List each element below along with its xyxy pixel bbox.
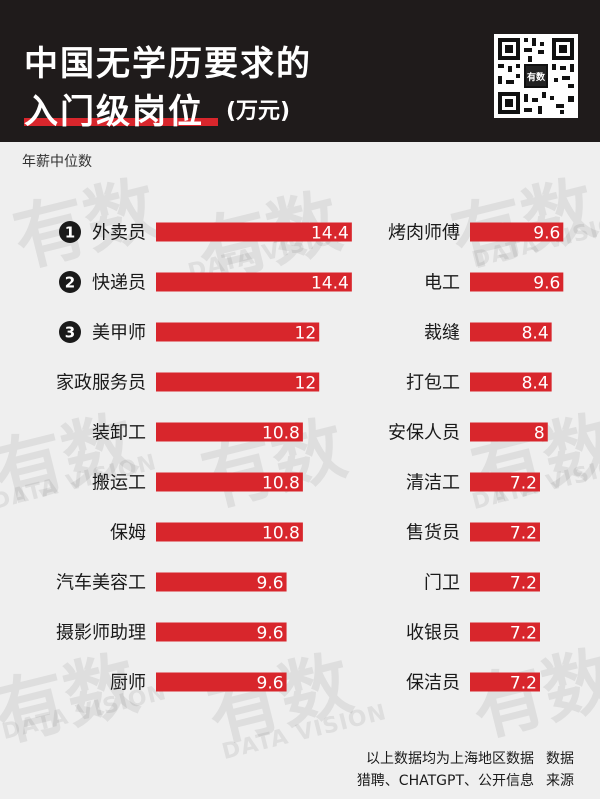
bar xyxy=(156,522,303,542)
value-label: 9.6 xyxy=(533,224,560,244)
value-label: 9.6 xyxy=(257,624,284,644)
bar xyxy=(470,522,540,542)
value-label: 10.8 xyxy=(262,524,300,544)
category-label: 清洁工 xyxy=(406,473,460,494)
category-label: 保姆 xyxy=(110,523,146,544)
category-label: 烤肉师傅 xyxy=(388,223,460,244)
title-underline xyxy=(24,118,218,126)
bar xyxy=(470,422,548,442)
category-label: 保洁员 xyxy=(406,673,460,694)
title-unit: (万元) xyxy=(226,99,291,124)
value-label: 9.6 xyxy=(257,674,284,694)
rank-badge-number: 2 xyxy=(65,274,75,292)
bar xyxy=(470,372,552,392)
bar xyxy=(470,472,540,492)
category-label: 摄影师助理 xyxy=(56,623,146,644)
value-label: 14.4 xyxy=(311,224,349,244)
category-label: 门卫 xyxy=(424,573,460,594)
category-label: 厨师 xyxy=(110,673,146,694)
footer-note: 以上数据均为上海地区数据 猎聘、CHATGPT、公开信息 xyxy=(357,748,534,792)
value-label: 9.6 xyxy=(533,274,560,294)
value-label: 10.8 xyxy=(262,474,300,494)
source-label-line-1: 数据 xyxy=(546,751,574,767)
category-label: 安保人员 xyxy=(388,423,460,444)
bar xyxy=(470,272,564,292)
title-line-2: 入门级岗位 xyxy=(24,92,204,132)
bar xyxy=(156,222,352,242)
bar xyxy=(470,622,540,642)
value-label: 7.2 xyxy=(510,474,537,494)
value-label: 8 xyxy=(534,424,545,444)
qr-code-icon: 有数 xyxy=(494,34,578,118)
value-label: 12 xyxy=(295,374,317,394)
category-label: 家政服务员 xyxy=(56,373,146,394)
source-label: 数据 来源 xyxy=(546,748,586,792)
footer-note-line-2: 猎聘、CHATGPT、公开信息 xyxy=(356,773,534,789)
bar xyxy=(470,672,540,692)
bar xyxy=(156,622,287,642)
category-label: 汽车美容工 xyxy=(56,573,146,594)
bar xyxy=(156,472,303,492)
bar xyxy=(156,272,352,292)
bar xyxy=(156,672,287,692)
rank-badge-number: 3 xyxy=(65,324,75,342)
rank-badge xyxy=(59,321,81,343)
category-label: 快递员 xyxy=(92,273,146,294)
category-label: 收银员 xyxy=(406,623,460,644)
value-label: 7.2 xyxy=(510,524,537,544)
bar xyxy=(156,322,320,342)
chart-subtitle: 年薪中位数 xyxy=(22,154,92,170)
source-label-line-2: 来源 xyxy=(546,773,574,789)
bar xyxy=(156,572,287,592)
qr-logo-text: 有数 xyxy=(527,71,546,83)
title-line-1: 中国无学历要求的 xyxy=(24,44,312,84)
value-label: 9.6 xyxy=(257,574,284,594)
category-label: 搬运工 xyxy=(92,473,146,494)
value-label: 8.4 xyxy=(522,374,549,394)
value-label: 8.4 xyxy=(522,324,549,344)
category-label: 美甲师 xyxy=(92,323,146,344)
rank-badge xyxy=(59,221,81,243)
footer-note-line-1: 以上数据均为上海地区数据 xyxy=(366,751,534,767)
category-label: 外卖员 xyxy=(92,223,146,244)
category-label: 售货员 xyxy=(406,523,460,544)
value-label: 7.2 xyxy=(510,624,537,644)
value-label: 7.2 xyxy=(510,574,537,594)
bar xyxy=(156,372,320,392)
rank-badge-number: 1 xyxy=(65,224,75,242)
qr-code-graphic: 有数 xyxy=(494,34,578,118)
bar xyxy=(470,322,552,342)
category-label: 裁缝 xyxy=(424,323,460,344)
rank-badge xyxy=(59,271,81,293)
category-label: 装卸工 xyxy=(92,423,146,444)
value-label: 12 xyxy=(295,324,317,344)
bar xyxy=(470,572,540,592)
bar xyxy=(156,422,303,442)
value-label: 7.2 xyxy=(510,674,537,694)
value-label: 10.8 xyxy=(262,424,300,444)
category-label: 电工 xyxy=(424,273,460,294)
bar xyxy=(470,222,564,242)
value-label: 14.4 xyxy=(311,274,349,294)
category-label: 打包工 xyxy=(406,373,460,394)
